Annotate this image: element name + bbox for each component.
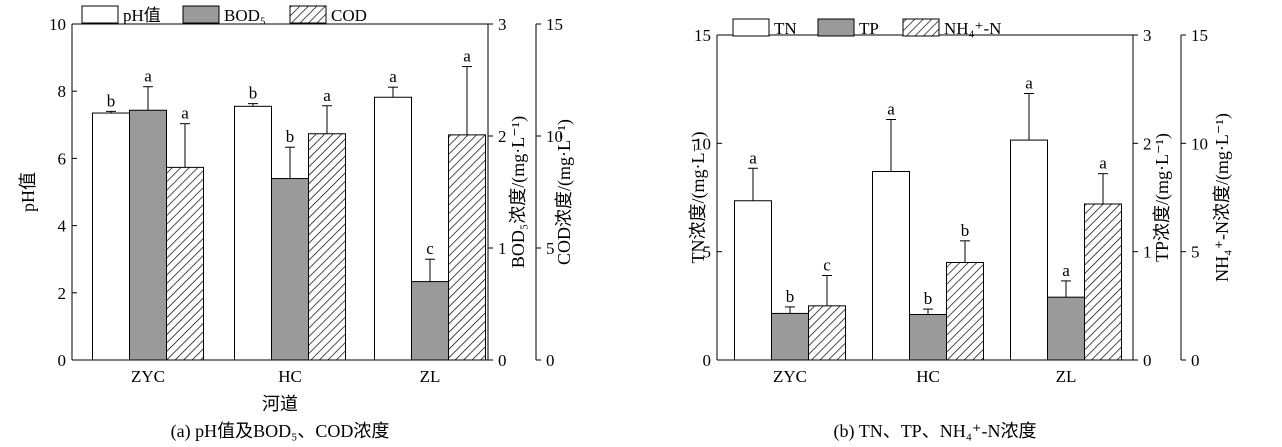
significance-letter: c	[823, 256, 831, 275]
axis-label-y2: TP浓度/(mg·L⁻¹)	[1152, 133, 1173, 262]
y1-tick-label: 0	[58, 351, 67, 370]
bar-hatch	[166, 166, 204, 361]
figure-caption: (a) pH值及BOD₅、COD浓度	[171, 421, 390, 442]
legend-swatch	[182, 5, 220, 24]
legend-label: pH值	[123, 6, 161, 25]
axis-label-y3: COD浓度/(mg·L⁻¹)	[554, 119, 575, 265]
category-label: ZL	[1056, 367, 1077, 386]
bar-white	[374, 96, 412, 361]
bar-white	[234, 105, 272, 361]
y3-tick-label: 5	[1191, 243, 1200, 262]
significance-letter: b	[249, 84, 258, 103]
legend-label: BOD₅	[224, 6, 266, 25]
y3-tick-label: 10	[1191, 134, 1208, 153]
axis-label-y1: TN浓度/(mg·L⁻¹)	[688, 132, 709, 264]
y2-tick-label: 1	[498, 239, 507, 258]
axis-label-y2: BOD₅浓度/(mg·L⁻¹)	[508, 116, 529, 268]
legend-swatch	[817, 18, 855, 37]
y3-tick-label: 10	[546, 127, 563, 146]
significance-letter: a	[144, 67, 152, 86]
y1-tick-label: 5	[703, 243, 712, 262]
significance-letter: a	[1062, 261, 1070, 280]
y2-tick-label: 2	[1143, 134, 1152, 153]
y1-tick-label: 0	[703, 351, 712, 370]
bar-gray	[129, 109, 167, 361]
bar-hatch	[808, 305, 846, 361]
category-label: HC	[916, 367, 940, 386]
significance-letter: b	[786, 287, 795, 306]
y1-tick-label: 2	[58, 284, 67, 303]
bar-gray	[411, 281, 449, 361]
legend-label: TN	[774, 19, 797, 38]
bar-hatch	[1084, 203, 1122, 361]
significance-letter: a	[749, 148, 757, 167]
y3-tick-label: 15	[1191, 26, 1208, 45]
y3-tick-label: 0	[546, 351, 555, 370]
significance-letter: a	[463, 47, 471, 66]
legend-label: COD	[331, 6, 367, 25]
significance-letter: a	[389, 67, 397, 86]
y1-tick-label: 15	[694, 26, 711, 45]
bar-gray	[771, 312, 809, 361]
legend-swatch	[81, 5, 119, 24]
chart-panel-a: 0 2 4 6 8 10 pH值 0 1 2 3 BOD₅浓度/(mg·L⁻¹) 0 5 10 15 COD浓度…	[18, 5, 575, 442]
bar-white	[872, 171, 910, 361]
legend-label: NH₄⁺-N	[944, 19, 1001, 38]
legend-label: TP	[859, 19, 879, 38]
significance-letter: a	[1099, 154, 1107, 173]
y2-tick-label: 0	[498, 351, 507, 370]
significance-letter: a	[323, 86, 331, 105]
significance-letter: a	[887, 100, 895, 119]
legend-swatch	[902, 18, 940, 37]
bar-hatch	[946, 262, 984, 361]
legend-swatch	[289, 5, 327, 24]
chart-panel-b: 0 5 10 15 TN浓度/(mg·L⁻¹) 0 1 2 3 TP浓度/(mg·L⁻¹) 0 5 10…	[688, 18, 1233, 442]
y2-tick-label: 3	[1143, 26, 1152, 45]
significance-letter: a	[181, 104, 189, 123]
significance-letter: c	[426, 239, 434, 258]
y2-tick-label: 3	[498, 15, 507, 34]
y1-tick-label: 6	[58, 149, 67, 168]
bar-white	[734, 200, 772, 361]
y1-tick-label: 8	[58, 82, 67, 101]
bar-gray	[271, 178, 309, 361]
significance-letter: a	[1025, 74, 1033, 93]
figure-caption: (b) TN、TP、NH₄⁺-N浓度	[834, 421, 1037, 442]
significance-letter: b	[107, 91, 116, 110]
y3-tick-label: 5	[546, 239, 555, 258]
y1-tick-label: 10	[694, 134, 711, 153]
y1-tick-label: 10	[49, 15, 66, 34]
bar-gray	[909, 314, 947, 361]
x-axis-label: 河道	[262, 394, 298, 414]
category-label: ZYC	[131, 367, 165, 386]
bar-hatch	[308, 133, 346, 361]
significance-letter: b	[961, 221, 970, 240]
bar-white	[92, 112, 130, 361]
significance-letter: b	[286, 127, 295, 146]
y3-tick-label: 15	[546, 15, 563, 34]
bar-hatch	[448, 134, 486, 361]
category-label: HC	[278, 367, 302, 386]
bar-gray	[1047, 296, 1085, 361]
axis-label-y3: NH₄⁺-N浓度/(mg·L⁻¹)	[1212, 113, 1233, 282]
bar-white	[1010, 139, 1048, 361]
y1-tick-label: 4	[58, 217, 67, 236]
y2-tick-label: 0	[1143, 351, 1152, 370]
axis-label-y1: pH值	[18, 172, 38, 212]
y3-tick-label: 0	[1191, 351, 1200, 370]
legend-swatch	[732, 18, 770, 37]
y2-tick-label: 1	[1143, 243, 1152, 262]
significance-letter: b	[924, 289, 933, 308]
category-label: ZL	[420, 367, 441, 386]
category-label: ZYC	[773, 367, 807, 386]
y2-tick-label: 2	[498, 127, 507, 146]
